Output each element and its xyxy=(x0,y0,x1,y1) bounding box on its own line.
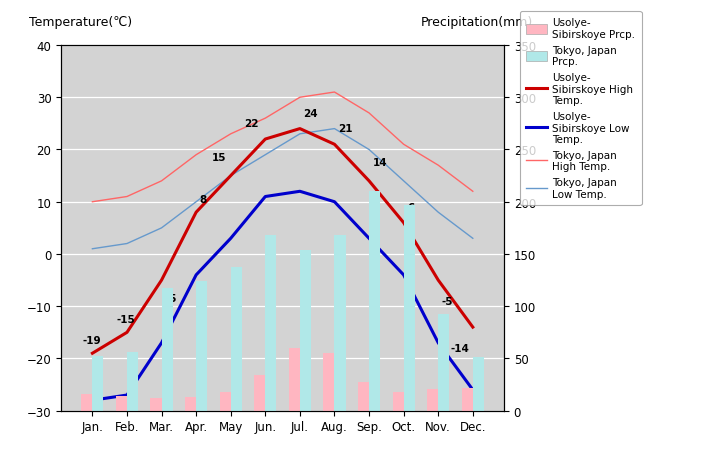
Bar xyxy=(254,375,265,411)
Text: 14: 14 xyxy=(372,158,387,168)
Bar xyxy=(473,358,484,411)
Text: -5: -5 xyxy=(165,293,176,303)
Bar xyxy=(438,314,449,411)
Text: -14: -14 xyxy=(450,343,469,353)
Text: -19: -19 xyxy=(82,335,101,345)
Bar xyxy=(404,206,415,411)
Text: 21: 21 xyxy=(338,124,352,134)
Bar xyxy=(265,235,276,411)
Bar xyxy=(127,353,138,411)
Text: 6: 6 xyxy=(407,202,414,212)
Bar xyxy=(150,398,161,411)
Bar xyxy=(289,348,300,411)
Bar xyxy=(92,357,104,411)
Bar xyxy=(369,192,380,411)
Bar xyxy=(230,267,242,411)
Bar xyxy=(335,235,346,411)
Text: 22: 22 xyxy=(245,119,259,129)
Bar xyxy=(220,392,230,411)
Bar xyxy=(81,394,92,411)
Text: 8: 8 xyxy=(199,194,207,204)
Bar xyxy=(462,388,473,411)
Text: Precipitation(mm): Precipitation(mm) xyxy=(421,16,534,29)
Text: 15: 15 xyxy=(212,152,226,162)
Bar xyxy=(116,396,127,411)
Bar xyxy=(161,289,173,411)
Text: 24: 24 xyxy=(303,108,318,118)
Bar xyxy=(358,383,369,411)
Text: -15: -15 xyxy=(117,314,135,324)
Bar xyxy=(323,353,335,411)
Bar xyxy=(185,397,196,411)
Text: -5: -5 xyxy=(441,296,453,306)
Bar xyxy=(392,392,404,411)
Bar xyxy=(196,281,207,411)
Legend: Usolye-
Sibirskoye Prcp., Tokyo, Japan
Prcp., Usolye-
Sibirskoye High
Temp., Uso: Usolye- Sibirskoye Prcp., Tokyo, Japan P… xyxy=(520,12,642,206)
Bar xyxy=(300,250,311,411)
Bar xyxy=(427,389,438,411)
Text: Temperature(℃): Temperature(℃) xyxy=(29,16,132,29)
